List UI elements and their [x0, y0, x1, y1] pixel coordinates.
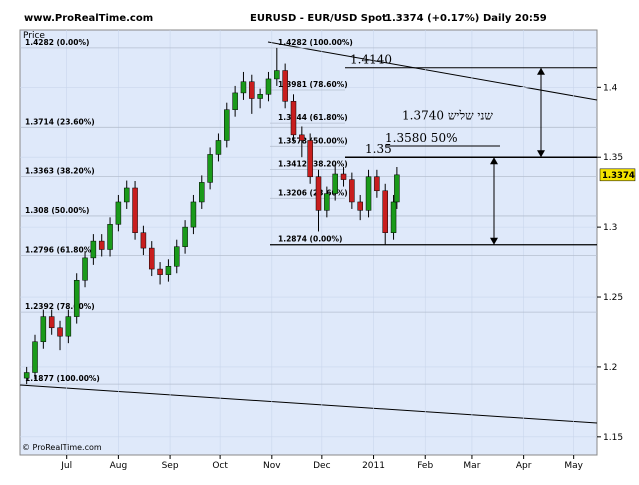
candle-body — [374, 176, 380, 192]
site: www.ProRealTime.com — [24, 13, 153, 24]
candle-body — [73, 279, 80, 317]
candle-body — [157, 268, 163, 275]
candle-body — [65, 316, 72, 337]
candle-body — [215, 140, 222, 155]
candle-body — [249, 81, 255, 99]
candle-body — [265, 78, 272, 95]
candle-body — [307, 140, 313, 178]
x-tick-label: Oct — [212, 461, 228, 471]
candle-body — [365, 176, 372, 211]
candle-body — [390, 201, 397, 233]
y-tick-label: 1.4 — [603, 83, 618, 93]
candle-body — [282, 70, 288, 102]
candle-body — [357, 201, 363, 211]
candle-body — [132, 187, 138, 233]
candle-body — [199, 182, 205, 203]
annotation-label: 1.3580 50% — [385, 131, 457, 145]
arrow-head — [537, 150, 545, 158]
y-tick-label: 1.25 — [603, 293, 623, 303]
candle-body — [57, 327, 63, 337]
candle-body — [324, 193, 330, 211]
x-tick-label: 2011 — [362, 461, 385, 471]
last-price-box — [599, 168, 636, 182]
fib-label: 1.2796 (61.80%) — [25, 246, 95, 255]
candle-body — [123, 187, 130, 203]
x-tick-label: Feb — [417, 461, 433, 471]
candle-body — [315, 176, 322, 211]
candle-body — [48, 316, 55, 329]
candle-body — [98, 240, 105, 250]
candle-body — [394, 174, 400, 203]
fib-label: 1.3206 (23.60%) — [278, 188, 348, 197]
candle-body — [182, 226, 188, 247]
x-tick-label: Sep — [162, 461, 179, 471]
candle-body — [174, 246, 180, 267]
x-tick-label: Nov — [263, 461, 281, 471]
candle-body — [190, 201, 197, 228]
candle-body — [299, 134, 305, 141]
candle-body — [224, 109, 230, 141]
candle-body — [32, 341, 38, 373]
annotation-label: 1.4140 — [350, 53, 392, 67]
last-price-label: 1.3374 — [602, 171, 635, 181]
candle-body — [290, 101, 297, 136]
period: Daily 20:59 — [483, 13, 547, 24]
instrument: EURUSD - EUR/USD Spot — [250, 13, 387, 24]
candle-body — [115, 201, 122, 225]
annotation-label: 1.3740 שני שליש — [402, 109, 493, 123]
x-tick-label: May — [564, 461, 583, 471]
y-tick-label: 1.35 — [603, 153, 623, 163]
candle-body — [207, 154, 213, 183]
y-tick-label: 1.3 — [603, 223, 617, 233]
fib-label: 1.3714 (23.60%) — [25, 117, 95, 126]
candle-body — [332, 173, 338, 194]
fib-label: 1.3744 (61.80%) — [278, 113, 348, 122]
fib-label: 1.3981 (78.60%) — [278, 80, 348, 89]
trend-line — [19, 384, 598, 424]
x-tick-label: Dec — [313, 461, 330, 471]
footer: © ProRealTime.com — [22, 443, 102, 452]
candle-body — [140, 232, 147, 249]
candle-body — [107, 224, 113, 250]
arrow-head — [490, 157, 498, 165]
annotation-label: 1.35 — [365, 142, 392, 156]
fib-label: 1.3363 (38.20%) — [25, 166, 95, 175]
x-tick-label: Apr — [516, 461, 532, 471]
fib-label: 1.4282 (0.00%) — [25, 38, 89, 47]
fib-label: 1.2874 (0.00%) — [278, 235, 342, 244]
candle-body — [90, 240, 97, 259]
candle-body — [257, 94, 263, 99]
candle-body — [382, 190, 388, 233]
x-tick-label: Mar — [463, 461, 480, 471]
trend-line — [267, 41, 598, 101]
candle-body — [165, 266, 172, 275]
x-tick-label: Jul — [60, 461, 72, 471]
fib-label: 1.1877 (100.00%) — [25, 374, 100, 383]
candle-body — [232, 92, 238, 110]
quote: 1.3374 (+0.17%) — [385, 13, 479, 24]
fib-label: 1.2392 (78.60%) — [25, 302, 95, 311]
candle-body — [349, 179, 355, 203]
arrow-head — [537, 67, 545, 75]
candle-body — [274, 70, 280, 80]
y-tick-label: 1.15 — [603, 433, 623, 443]
candle-body — [23, 372, 30, 379]
candle-body — [82, 257, 88, 281]
y-axis-label: Price — [23, 31, 45, 41]
candle-body — [148, 247, 155, 270]
fib-label: 1.308 (50.00%) — [25, 206, 89, 215]
arrow-head — [490, 237, 498, 245]
candle-body — [240, 81, 247, 94]
x-tick-label: Aug — [110, 461, 128, 471]
candle-body — [340, 173, 347, 180]
y-tick-label: 1.2 — [603, 363, 617, 373]
fib-label: 1.4282 (100.00%) — [278, 38, 353, 47]
candle-body — [40, 316, 47, 343]
